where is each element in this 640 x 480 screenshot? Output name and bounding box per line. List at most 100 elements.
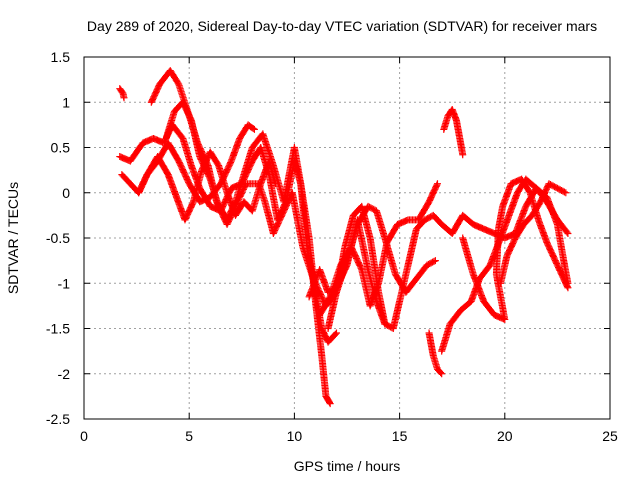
series-track-d xyxy=(118,121,258,206)
data-point-run xyxy=(297,181,313,240)
x-tick-label: 0 xyxy=(80,428,88,444)
data-point-run xyxy=(477,262,493,281)
data-point-run xyxy=(207,177,222,209)
data-point-run xyxy=(458,298,474,313)
data-point-run xyxy=(438,322,454,354)
data-point-run xyxy=(190,168,205,204)
data-point-run xyxy=(470,272,487,304)
data-point-run xyxy=(127,140,146,164)
axis-ticks: 0 5 10 15 20 25 -2.5 -2 -1.5 -1 -0.5 0 0.5 1 1.5 xyxy=(46,49,618,444)
data-point-run xyxy=(424,257,438,268)
data-point-run xyxy=(167,68,182,87)
data-point-run xyxy=(265,172,281,222)
data-point-run xyxy=(499,181,515,209)
data-point-run xyxy=(493,272,508,322)
data-point-run xyxy=(430,213,445,227)
data-point-run xyxy=(215,163,231,195)
data-point-run xyxy=(414,217,428,232)
data-point-run xyxy=(373,208,388,240)
series-track-j xyxy=(440,105,467,159)
data-point-run xyxy=(403,276,419,295)
data-point-run xyxy=(348,245,365,272)
series-track-n xyxy=(497,180,570,287)
data-point xyxy=(332,329,340,337)
series-track-i xyxy=(324,202,389,332)
series-track-h xyxy=(316,180,441,319)
data-point-run xyxy=(358,204,374,240)
data-point-run xyxy=(163,109,178,141)
data-point-run xyxy=(504,235,519,259)
data-point-run xyxy=(323,394,333,406)
data-point-run xyxy=(552,258,567,281)
data-point-run xyxy=(182,199,197,222)
data-point-run xyxy=(119,172,133,187)
data-point-run xyxy=(266,159,279,186)
data-point-run xyxy=(426,181,441,204)
data-point-run xyxy=(165,172,180,200)
data-point-run xyxy=(481,299,497,318)
data-point-run xyxy=(497,254,511,286)
data-point-run xyxy=(291,145,304,186)
x-tick-label: 15 xyxy=(392,428,408,444)
data-point xyxy=(431,257,439,265)
data-point-run xyxy=(316,294,333,318)
chart-title: Day 289 of 2020, Sidereal Day-to-day VTE… xyxy=(87,18,597,34)
data-point-run xyxy=(299,245,317,281)
data-point-run xyxy=(188,118,203,159)
data-point-run xyxy=(404,227,420,268)
data-point-run xyxy=(228,136,243,164)
data-point-run xyxy=(207,149,222,168)
x-tick-label: 20 xyxy=(497,428,513,444)
data-point-run xyxy=(523,176,539,191)
data-point-run xyxy=(366,236,382,295)
data-point-run xyxy=(512,222,527,241)
x-tick-label: 5 xyxy=(185,428,193,444)
data-point-run xyxy=(554,222,567,263)
data-point-run xyxy=(154,154,171,177)
data-point-run xyxy=(415,199,432,223)
data-point xyxy=(438,370,446,378)
data-point-run xyxy=(117,86,126,96)
data-point-run xyxy=(354,218,372,272)
data-point-run xyxy=(493,227,502,277)
data-point-run xyxy=(519,177,533,195)
data-point-run xyxy=(535,217,550,245)
data-point-run xyxy=(546,181,560,191)
data-point xyxy=(562,189,570,197)
data-point xyxy=(564,284,572,292)
series-track-k xyxy=(425,329,446,378)
data-point xyxy=(120,94,128,102)
y-tick-label: -1.5 xyxy=(46,321,70,337)
y-tick-label: 0.5 xyxy=(51,140,71,156)
data-point-run xyxy=(435,366,445,377)
data-point-run xyxy=(384,222,401,245)
data-point-run xyxy=(555,185,568,196)
data-point-run xyxy=(232,181,249,209)
data-point-run xyxy=(318,353,330,399)
data-point xyxy=(433,180,441,188)
data-point-run xyxy=(543,195,561,227)
data-point-run xyxy=(413,262,430,281)
x-tick-label: 25 xyxy=(602,428,618,444)
data-point-run xyxy=(179,136,195,168)
data-point xyxy=(250,125,258,133)
data-point-run xyxy=(460,212,476,227)
data-point-run xyxy=(537,181,552,204)
data-point xyxy=(271,180,279,188)
y-tick-label: -2 xyxy=(58,366,71,382)
data-point-run xyxy=(375,290,389,326)
data-point-run xyxy=(396,263,412,304)
data-point-run xyxy=(449,213,466,236)
data-point xyxy=(326,400,334,408)
data-point-run xyxy=(365,203,379,214)
y-tick-label: 1 xyxy=(62,94,70,110)
data-point-run xyxy=(240,145,256,177)
x-tick-label: 10 xyxy=(287,428,303,444)
series-track-m xyxy=(459,175,572,323)
data-point-run xyxy=(270,208,287,236)
data-point-run xyxy=(148,82,163,105)
data-point-run xyxy=(529,199,544,218)
data-point-run xyxy=(249,181,264,213)
